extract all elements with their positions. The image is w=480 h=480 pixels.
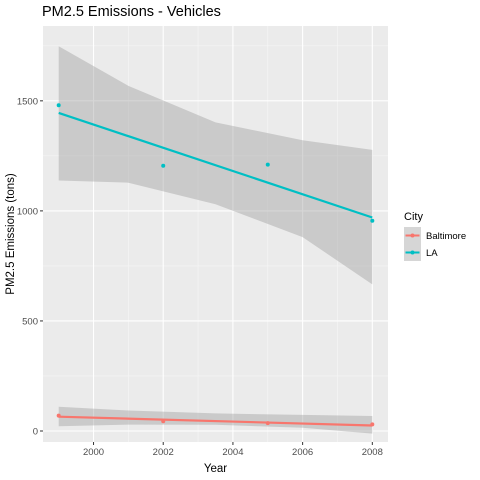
data-point-baltimore — [161, 419, 166, 424]
data-point-baltimore — [265, 421, 270, 426]
data-point-baltimore — [56, 413, 61, 418]
legend-key-point-baltimore — [410, 233, 415, 238]
data-point-la — [370, 218, 375, 223]
plot-panel — [43, 26, 388, 442]
data-point-la — [56, 103, 61, 108]
fit-line-baltimore — [58, 415, 373, 427]
legend-title: City — [404, 211, 423, 223]
data-point-la — [265, 162, 270, 167]
x-axis-title: Year — [204, 463, 227, 475]
legend-key-point-la — [410, 250, 415, 255]
y-axis-title: PM2.5 Emissions (tons) — [5, 173, 17, 295]
fit-line-la — [58, 111, 373, 219]
legend: City Baltimore LA — [404, 211, 466, 261]
fit-lines — [58, 111, 373, 427]
y-tick-label: 500 — [22, 316, 38, 327]
legend-label-baltimore: Baltimore — [426, 231, 466, 242]
x-tick-label: 2000 — [83, 447, 104, 458]
data-point-baltimore — [370, 422, 375, 427]
x-tick-label: 2004 — [222, 447, 243, 458]
data-point-la — [161, 163, 166, 168]
axes: 2000 2002 2004 2006 2008 0 500 1000 1500 — [17, 96, 383, 458]
x-tick-label: 2006 — [292, 447, 313, 458]
y-tick-label: 1500 — [17, 96, 38, 107]
chart-title: PM2.5 Emissions - Vehicles — [42, 4, 221, 20]
legend-items: Baltimore LA — [404, 227, 466, 261]
y-tick-label: 0 — [33, 426, 38, 437]
grid — [43, 26, 388, 442]
x-tick-label: 2002 — [153, 447, 174, 458]
y-tick-label: 1000 — [17, 206, 38, 217]
data-points — [56, 103, 375, 427]
legend-label-la: LA — [426, 248, 438, 259]
x-tick-label: 2008 — [362, 447, 383, 458]
